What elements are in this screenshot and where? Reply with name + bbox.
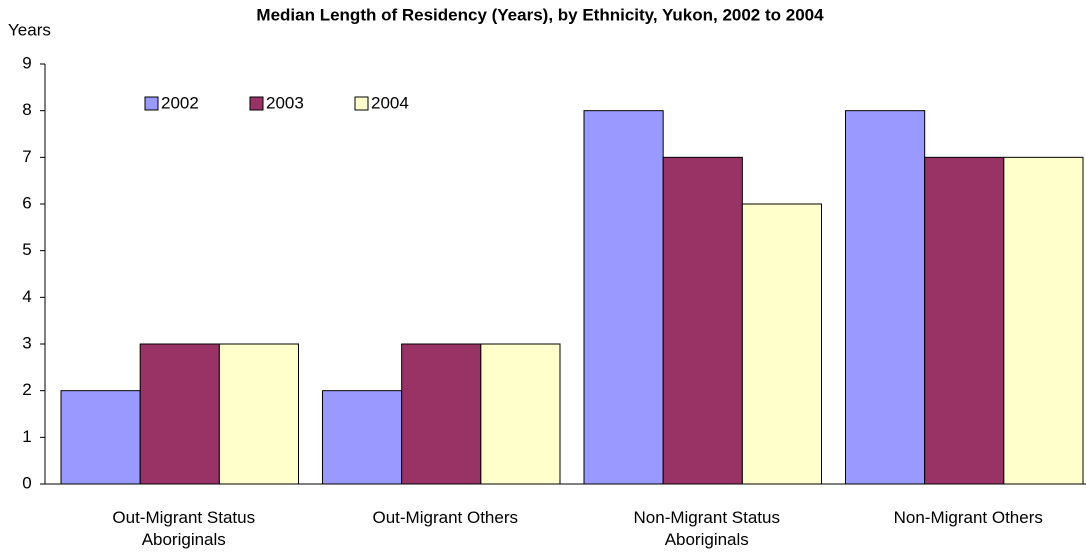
bar: [139, 343, 220, 485]
bar: [401, 343, 482, 485]
legend-swatch: [249, 96, 264, 111]
bar: [583, 110, 664, 485]
bar: [322, 390, 403, 485]
legend-label: 2004: [371, 93, 409, 112]
x-tick-label: Out-Migrant Status Aboriginals: [112, 508, 256, 549]
y-tick-label: 5: [22, 240, 31, 259]
y-axis-label: Years: [8, 20, 51, 39]
chart-title: Median Length of Residency (Years), by E…: [256, 5, 824, 24]
y-tick-label: 1: [22, 427, 31, 446]
y-tick-label: 7: [22, 147, 31, 166]
bar: [845, 110, 926, 485]
legend-swatch: [144, 96, 159, 111]
x-tick-label: Out-Migrant Others: [372, 508, 519, 527]
bar: [60, 390, 141, 485]
bar: [1003, 156, 1084, 485]
y-tick-label: 0: [22, 473, 31, 492]
legend-label: 2003: [266, 93, 304, 112]
y-tick-label: 9: [22, 53, 31, 72]
bar: [924, 156, 1005, 485]
bar: [480, 343, 561, 485]
y-tick-label: 2: [22, 380, 31, 399]
y-tick-label: 3: [22, 333, 31, 352]
x-tick-label: Non-Migrant Others: [893, 508, 1043, 527]
bar: [662, 156, 743, 485]
y-tick-label: 4: [22, 287, 31, 306]
legend-label: 2002: [161, 93, 199, 112]
bar: [741, 203, 822, 485]
y-tick-label: 8: [22, 100, 31, 119]
legend-swatch: [354, 96, 369, 111]
x-tick-label: Non-Migrant Status Aboriginals: [633, 508, 780, 549]
y-tick-label: 6: [22, 193, 31, 212]
bar: [218, 343, 299, 485]
